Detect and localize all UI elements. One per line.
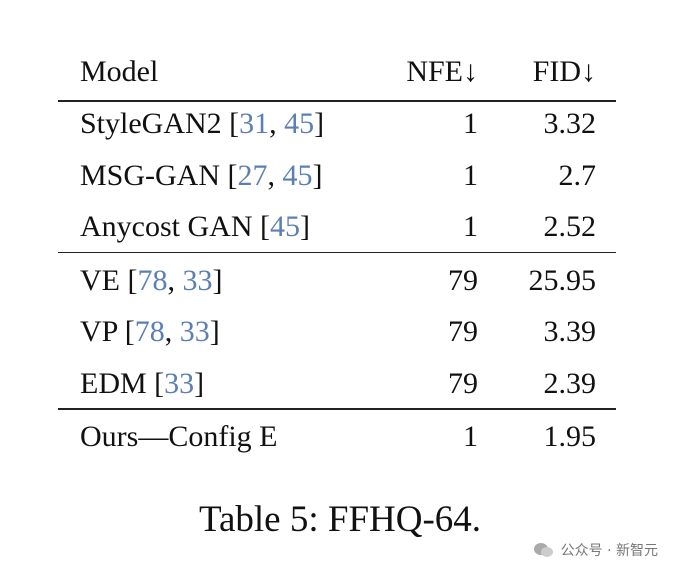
header-cell: FID↓	[532, 55, 596, 88]
nfe-cell: 79	[448, 366, 478, 400]
citation: 33	[182, 263, 213, 297]
model-cell: Ours—Config E	[80, 419, 278, 455]
nfe-cell: 1	[463, 158, 478, 192]
model-cell: EDM [33]	[80, 366, 204, 402]
model-cell: VE [78, 33]	[80, 263, 222, 299]
model-text: MSG-GAN [	[80, 158, 238, 192]
citation: 45	[269, 210, 300, 243]
fid-cell: 2.7	[558, 158, 597, 192]
model-text: ]	[299, 210, 310, 243]
nfe-cell: 1	[463, 420, 478, 453]
watermark-text: 公众号 · 新智元	[560, 543, 658, 559]
header-cell: NFE↓	[406, 55, 478, 88]
fid-cell: 2.39	[543, 366, 597, 400]
model-text: ]	[209, 315, 220, 348]
model-text: Ours—Config E	[80, 420, 278, 453]
watermark: 公众号 · 新智元	[533, 540, 658, 560]
fid-cell: 3.39	[543, 315, 597, 348]
model-text: ,	[164, 315, 180, 348]
fid-cell: 25.95	[528, 263, 597, 297]
model-text: ,	[269, 107, 285, 140]
model-text: StyleGAN2 [	[80, 107, 240, 140]
model-text: ,	[267, 158, 283, 192]
wechat-icon	[533, 543, 553, 557]
citation: 78	[137, 263, 168, 297]
model-text: EDM [	[80, 366, 165, 400]
rule	[58, 408, 616, 410]
citation: 45	[284, 107, 315, 140]
model-cell: VP [78, 33]	[80, 314, 220, 350]
citation: 78	[134, 315, 165, 348]
rule	[58, 100, 616, 102]
model-text: Anycost GAN [	[80, 210, 270, 243]
model-text: ,	[167, 263, 183, 297]
model-text: VE [	[80, 263, 138, 297]
model-cell: StyleGAN2 [31, 45]	[80, 106, 324, 142]
model-text: VP [	[80, 315, 135, 348]
model-text: ]	[312, 158, 323, 192]
nfe-cell: 1	[463, 107, 478, 140]
model-text: ]	[314, 107, 325, 140]
fid-cell: 3.32	[543, 107, 597, 140]
model-cell: Anycost GAN [45]	[80, 209, 310, 245]
rule	[58, 251, 616, 253]
citation: 33	[164, 366, 195, 400]
nfe-cell: 79	[448, 315, 478, 348]
citation: 33	[179, 315, 210, 348]
caption: Table 5: FFHQ-64.	[198, 499, 482, 540]
model-text: ]	[212, 263, 223, 297]
nfe-cell: 79	[448, 263, 478, 297]
nfe-cell: 1	[463, 210, 478, 243]
citation: 45	[282, 158, 313, 192]
header-cell: Model	[80, 55, 159, 88]
fid-cell: 1.95	[543, 420, 597, 453]
fid-cell: 2.52	[543, 210, 597, 243]
citation: 27	[237, 158, 268, 192]
citation: 31	[239, 107, 270, 140]
model-cell: MSG-GAN [27, 45]	[80, 158, 323, 194]
model-text: ]	[194, 366, 205, 400]
